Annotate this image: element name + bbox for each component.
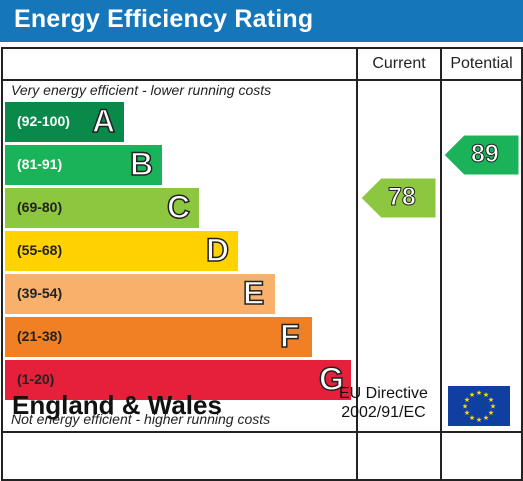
band-range-label: (21-38)	[17, 328, 63, 344]
eu-directive-label: EU Directive 2002/91/EC	[339, 384, 428, 422]
region-label: England & Wales	[12, 390, 222, 420]
svg-text:★: ★	[488, 396, 494, 404]
current-column-divider	[356, 49, 358, 479]
rating-chart-frame: Current Potential Very energy efficient …	[1, 47, 523, 481]
potential-rating-value: 89	[471, 140, 500, 169]
svg-text:★: ★	[488, 409, 494, 417]
svg-text:★: ★	[464, 396, 470, 404]
band-letter: C	[166, 188, 191, 226]
band-c: (69-80) C	[5, 188, 199, 228]
band-range-label: (81-91)	[17, 156, 63, 172]
svg-text:★: ★	[469, 414, 475, 422]
band-b: (81-91) B	[5, 145, 162, 185]
current-arrow-shape	[361, 178, 436, 218]
band-letter: F	[279, 317, 300, 355]
band-range-label: (55-68)	[17, 242, 63, 258]
band-letter: E	[242, 274, 265, 312]
band-letter: G	[318, 360, 344, 398]
svg-text:★: ★	[483, 391, 489, 399]
potential-column-divider	[440, 49, 442, 479]
svg-text:★: ★	[476, 416, 482, 424]
directive-line-1: EU Directive	[339, 385, 428, 402]
band-d: (55-68) D	[5, 231, 238, 271]
footer-divider	[3, 431, 521, 433]
band-range-label: (92-100)	[17, 113, 70, 129]
svg-text:★: ★	[464, 409, 470, 417]
band-e: (39-54) E	[5, 274, 275, 314]
svg-text:★: ★	[462, 403, 468, 411]
title-bar: Energy Efficiency Rating	[0, 0, 523, 42]
potential-rating-arrow: 89	[444, 135, 519, 175]
band-letter: D	[205, 231, 230, 269]
current-rating-value: 78	[388, 183, 417, 212]
band-g: (1-20) G	[5, 360, 351, 400]
svg-text:★: ★	[469, 391, 475, 399]
directive-line-2: 2002/91/EC	[341, 404, 426, 421]
svg-text:★: ★	[483, 414, 489, 422]
current-rating-arrow: 78	[361, 178, 436, 218]
header-divider	[3, 79, 521, 81]
svg-text:★: ★	[476, 389, 482, 397]
svg-text:★: ★	[490, 403, 496, 411]
bottom-caption: Not energy efficient - higher running co…	[11, 411, 271, 427]
top-caption: Very energy efficient - lower running co…	[11, 82, 272, 98]
band-range-label: (69-80)	[17, 199, 63, 215]
band-letter: A	[91, 102, 116, 140]
current-column-header: Current	[372, 55, 426, 72]
potential-arrow-shape	[444, 135, 519, 175]
page-title: Energy Efficiency Rating	[14, 5, 314, 33]
potential-column-header: Potential	[450, 55, 513, 72]
band-f: (21-38) F	[5, 317, 312, 357]
band-range-label: (1-20)	[17, 371, 55, 387]
band-a: (92-100) A	[5, 102, 124, 142]
band-letter: B	[129, 145, 154, 183]
eu-flag-icon: ★ ★ ★ ★ ★ ★ ★ ★ ★ ★ ★ ★	[448, 386, 510, 426]
band-range-label: (39-54)	[17, 285, 63, 301]
